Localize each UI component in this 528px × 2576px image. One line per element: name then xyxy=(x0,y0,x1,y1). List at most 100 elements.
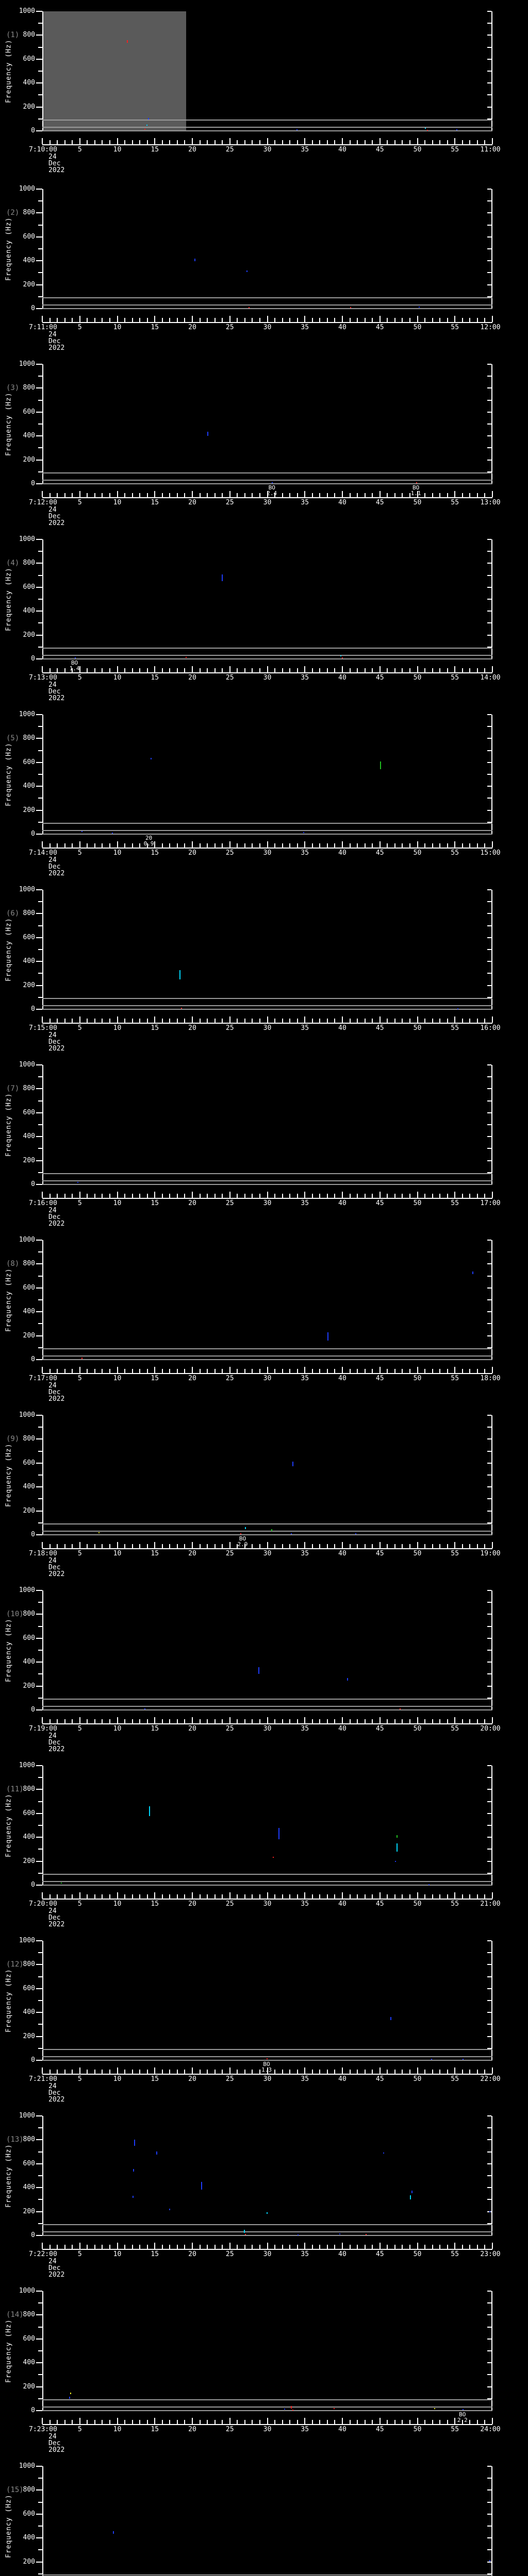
x-tick-minor xyxy=(432,2420,433,2424)
x-tick-minor xyxy=(439,2245,441,2249)
y-tick-minor-right xyxy=(487,2326,491,2328)
x-tick-minor xyxy=(296,1894,298,1899)
y-tick-major-right xyxy=(487,889,491,890)
x-tick-minor xyxy=(244,1719,245,1723)
x-tick-major xyxy=(417,316,418,322)
x-tick-label: 55 xyxy=(451,324,459,331)
x-tick-minor xyxy=(57,318,58,322)
x-tick-minor xyxy=(372,1369,373,1373)
x-tick-minor xyxy=(124,2245,126,2249)
x-tick-label: 35 xyxy=(301,1024,309,1032)
y-tick-major xyxy=(36,2115,42,2116)
x-tick-major xyxy=(154,666,156,672)
reference-line xyxy=(42,472,492,474)
x-tick-major xyxy=(229,1542,230,1548)
x-tick-minor xyxy=(222,1369,223,1373)
x-axis-date-line: 24 xyxy=(48,1031,57,1039)
x-tick-major xyxy=(267,138,268,144)
x-tick-major xyxy=(342,1717,343,1723)
x-tick-label: 25 xyxy=(225,1550,234,1557)
x-tick-minor xyxy=(222,668,223,672)
x-tick-minor xyxy=(372,1544,373,1548)
detection-label: BO 2.4 xyxy=(267,484,277,497)
x-tick-minor xyxy=(161,2420,163,2424)
x-tick-major xyxy=(42,316,43,322)
y-tick-minor-right xyxy=(487,23,491,24)
x-axis-line xyxy=(42,1373,492,1374)
x-tick-major xyxy=(42,666,43,672)
x-tick-major xyxy=(379,138,381,144)
x-tick-minor xyxy=(131,1544,133,1548)
spectrogram-panel: 0 200 400 600 800 1000 Frequency (Hz) (8) 5 10 15 2… xyxy=(0,1229,528,1404)
x-tick-major xyxy=(417,1367,418,1373)
x-tick-label: 55 xyxy=(451,849,459,857)
y-tick-label: 800 xyxy=(23,734,35,742)
x-tick-label: 50 xyxy=(413,2426,422,2433)
x-tick-major xyxy=(454,2418,456,2424)
x-tick-minor xyxy=(289,1019,291,1023)
x-tick-minor xyxy=(364,843,366,848)
x-tick-minor xyxy=(124,668,126,672)
axis-right-spine xyxy=(491,1766,492,1885)
y-tick-minor-right xyxy=(487,2047,491,2049)
x-tick-minor xyxy=(72,1719,73,1723)
detection-mark xyxy=(292,1462,293,1466)
x-tick-minor xyxy=(139,2070,141,2074)
x-tick-minor xyxy=(176,1194,178,1198)
x-tick-minor xyxy=(87,1544,88,1548)
x-tick-minor xyxy=(139,843,141,848)
detection-mark xyxy=(267,2212,268,2214)
detection-mark xyxy=(380,761,381,769)
x-tick-major xyxy=(454,2243,456,2249)
reference-line xyxy=(42,655,492,656)
x-tick-minor xyxy=(402,1544,403,1548)
x-tick-minor xyxy=(94,1194,95,1198)
x-tick-minor xyxy=(131,1369,133,1373)
x-tick-label: 50 xyxy=(413,2250,422,2258)
x-tick-minor xyxy=(409,1369,410,1373)
y-tick-major xyxy=(36,1789,42,1790)
x-tick-minor xyxy=(124,843,126,848)
x-tick-minor xyxy=(274,1719,276,1723)
x-tick-major xyxy=(79,316,80,322)
x-tick-minor xyxy=(139,493,141,497)
y-tick-minor-right xyxy=(487,1251,491,1253)
x-tick-label: 30 xyxy=(263,849,272,857)
y-tick-minor xyxy=(38,1872,42,1874)
x-tick-minor xyxy=(184,843,186,848)
panel-number: (10) xyxy=(6,1610,24,1618)
y-tick-minor xyxy=(38,1251,42,1253)
x-tick-minor xyxy=(372,493,373,497)
x-tick-minor xyxy=(94,668,95,672)
axis-left-spine xyxy=(42,1766,43,1885)
y-tick-minor-right xyxy=(487,1323,491,1325)
x-tick-minor xyxy=(176,2245,178,2249)
reference-line xyxy=(42,2049,492,2050)
x-tick-label: 45 xyxy=(375,1725,384,1733)
x-tick-minor xyxy=(424,493,426,497)
x-tick-major xyxy=(342,1892,343,1899)
x-tick-major xyxy=(42,1367,43,1373)
y-tick-major xyxy=(36,459,42,461)
x-tick-minor xyxy=(334,318,336,322)
axis-right-spine xyxy=(491,11,492,131)
x-tick-minor xyxy=(311,1544,313,1548)
y-tick-minor xyxy=(38,1650,42,1651)
y-tick-major-right xyxy=(487,435,491,437)
x-tick-minor xyxy=(357,2245,358,2249)
y-tick-label: 800 xyxy=(23,1610,35,1618)
x-tick-major xyxy=(117,841,118,848)
x-tick-minor xyxy=(207,140,208,144)
x-axis-start-label: 7:18:00 xyxy=(29,1550,57,1557)
x-tick-minor xyxy=(214,1894,216,1899)
y-tick-major xyxy=(36,1940,42,1941)
axis-left-spine xyxy=(42,11,43,131)
x-tick-minor xyxy=(274,2070,276,2074)
x-tick-major xyxy=(229,138,230,144)
x-tick-major xyxy=(229,1016,230,1023)
detection-label: BO 1.1 xyxy=(410,484,421,497)
x-axis-line xyxy=(42,672,492,673)
y-tick-minor xyxy=(38,1275,42,1277)
x-tick-major xyxy=(229,1892,230,1899)
y-tick-minor-right xyxy=(487,949,491,950)
